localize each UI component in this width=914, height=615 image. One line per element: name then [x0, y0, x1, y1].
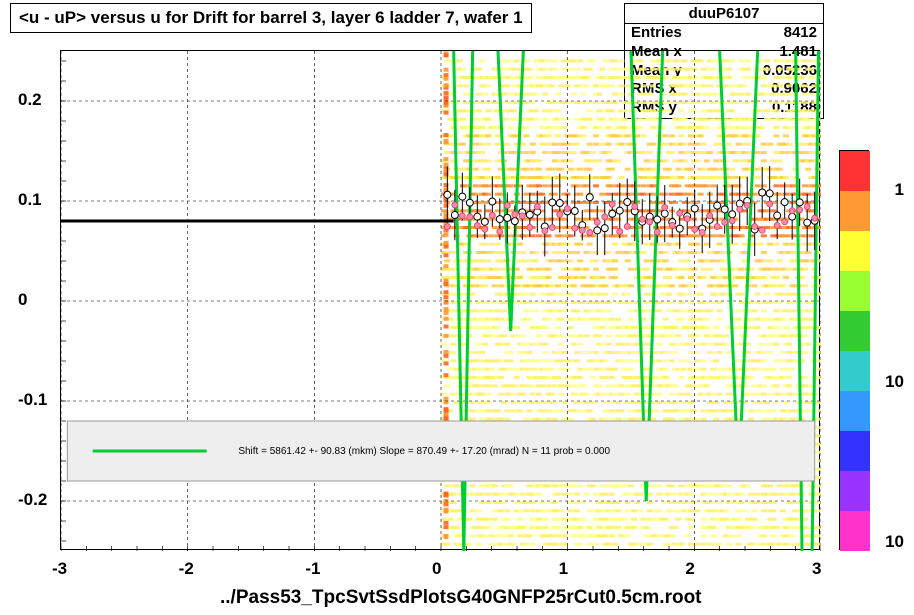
colorbar-label: 10	[885, 532, 904, 552]
colorbar-svg	[840, 151, 870, 551]
svg-text:Shift = 5861.42 +- 90.83 (mk: Shift = 5861.42 +- 90.83 (mkm) Slope = 8…	[238, 446, 610, 457]
x-tick-label: 2	[685, 559, 694, 579]
stats-name: duuP6107	[625, 4, 823, 24]
y-tick-label: 0.1	[18, 190, 42, 210]
y-tick-label: 0	[18, 290, 27, 310]
x-tick-label: -2	[179, 559, 194, 579]
y-tick-label: -0.2	[18, 490, 47, 510]
colorbar-label: 1	[895, 180, 904, 200]
plot-area: Shift = 5861.42 +- 90.83 (mkm) Slope = 8…	[60, 50, 820, 550]
stat-entries-value: 8412	[784, 24, 817, 43]
x-tick-label: 0	[432, 559, 441, 579]
y-tick-label: -0.1	[18, 390, 47, 410]
plot-svg: Shift = 5861.42 +- 90.83 (mkm) Slope = 8…	[61, 51, 821, 551]
stat-entries: Entries 8412	[625, 24, 823, 43]
colorbar-label: 10	[885, 372, 904, 392]
filename-label: ../Pass53_TpcSvtSsdPlotsG40GNFP25rCut0.5…	[220, 587, 702, 609]
colorbar	[839, 150, 869, 550]
y-tick-label: 0.2	[18, 90, 42, 110]
x-tick-label: 1	[559, 559, 568, 579]
x-tick-label: 3	[812, 559, 821, 579]
x-tick-label: -3	[52, 559, 67, 579]
chart-title: <u - uP> versus u for Drift for barrel 3…	[10, 3, 532, 33]
x-tick-label: -1	[305, 559, 320, 579]
stat-entries-label: Entries	[631, 24, 682, 43]
